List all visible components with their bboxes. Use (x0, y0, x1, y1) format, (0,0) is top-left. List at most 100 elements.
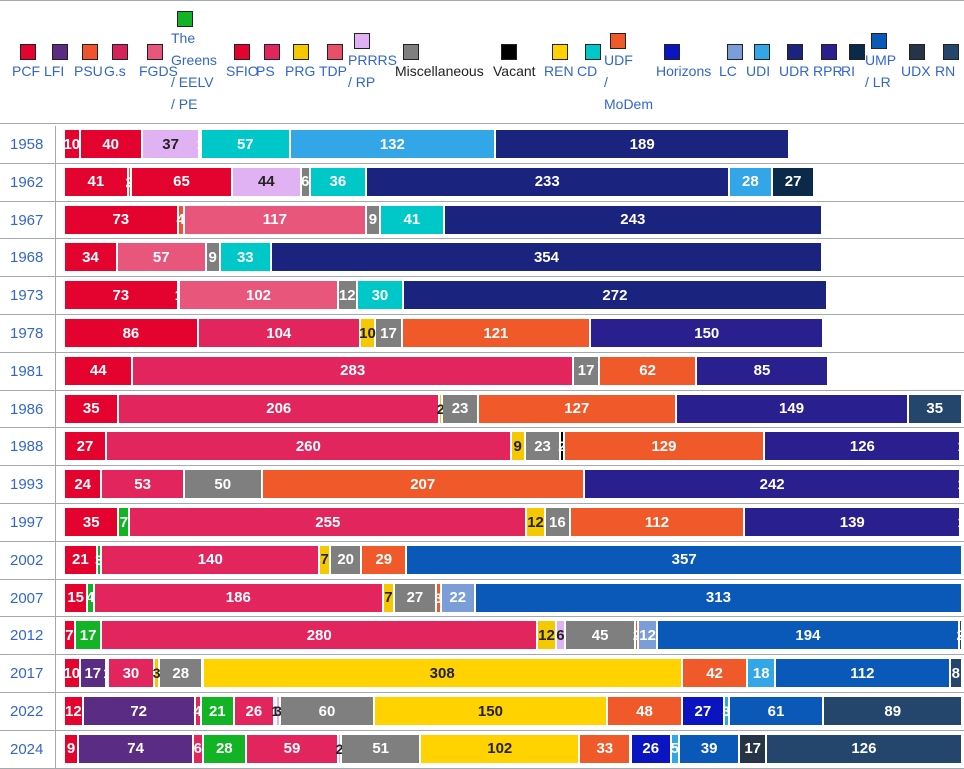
bar-segment-pcf[interactable]: 44 (65, 356, 134, 385)
legend-item-lc[interactable]: LC (719, 44, 743, 82)
bar-segment-fgds[interactable]: 102 (180, 281, 339, 310)
bar-segment-udi[interactable]: 3 (722, 697, 730, 725)
bar-segment-udr[interactable]: 189 (496, 130, 791, 158)
bar-segment-ps[interactable]: 280 (102, 621, 539, 650)
bar-segment-lc[interactable]: 12 (639, 621, 658, 650)
bar-segment-misc[interactable]: 17 (376, 319, 403, 347)
bar-segment-udf[interactable]: 127 (478, 394, 677, 423)
bar-segment-udf[interactable]: 207 (262, 470, 585, 499)
bar-segment-rn[interactable]: 1 (958, 432, 964, 461)
bar-segment-psu[interactable]: 2 (125, 167, 133, 196)
year-label[interactable]: 1997 (0, 504, 56, 542)
legend-item-udr[interactable]: UDR (779, 44, 809, 82)
bar-segment-ump[interactable]: 39 (679, 734, 741, 763)
bar-segment-eelv[interactable]: 7 (119, 508, 131, 536)
legend-item-tdp[interactable]: TDP (319, 44, 347, 82)
legend-item-pcf[interactable]: PCF (12, 44, 40, 82)
bar-segment-pcf[interactable]: 7 (65, 621, 76, 650)
bar-segment-hor[interactable]: 26 (631, 734, 672, 763)
bar-segment-pcf[interactable]: 24 (65, 470, 103, 499)
year-label[interactable]: 1962 (0, 163, 56, 202)
year-label[interactable]: 1967 (0, 201, 56, 240)
legend-item-udf[interactable]: UDF / MoDem (604, 33, 653, 115)
bar-segment-cd[interactable]: 41 (380, 205, 445, 234)
legend-item-udx[interactable]: UDX (901, 44, 931, 82)
bar-segment-misc[interactable]: 6 (301, 167, 311, 196)
legend-item-ri[interactable]: RI (841, 44, 865, 82)
bar-segment-prrrs[interactable]: 44 (233, 167, 302, 196)
bar-segment-eelv[interactable]: 1 (103, 659, 111, 688)
bar-segment-ump[interactable]: 313 (475, 583, 963, 612)
bar-segment-ump[interactable]: 61 (729, 697, 825, 725)
bar-segment-rn[interactable]: 35 (908, 394, 963, 423)
bar-segment-misc[interactable]: 27 (394, 583, 437, 612)
bar-segment-udf[interactable]: 129 (564, 432, 766, 461)
bar-segment-pcf[interactable]: 35 (65, 508, 120, 536)
year-label[interactable]: 2017 (0, 655, 56, 693)
bar-segment-udr[interactable]: 272 (404, 281, 828, 310)
bar-segment-udf[interactable]: 2 (633, 621, 641, 650)
bar-segment-cd[interactable]: 33 (220, 243, 272, 272)
year-label[interactable]: 2024 (0, 730, 56, 769)
bar-segment-udi[interactable]: 5 (671, 734, 680, 763)
bar-segment-rpr[interactable]: 149 (676, 394, 909, 423)
bar-segment-lfi[interactable]: 72 (83, 697, 196, 725)
bar-segment-pcf[interactable]: 34 (65, 243, 118, 272)
year-label[interactable]: 2007 (0, 579, 56, 618)
bar-segment-prg[interactable]: 1 (271, 697, 279, 725)
year-label[interactable]: 1973 (0, 277, 56, 315)
year-label[interactable]: 1988 (0, 428, 56, 467)
bar-segment-cd[interactable]: 57 (201, 130, 291, 158)
legend-item-fgds[interactable]: FGDS (139, 44, 178, 82)
bar-segment-ren[interactable]: 308 (203, 659, 683, 688)
bar-segment-sfio[interactable]: 65 (131, 167, 234, 196)
bar-segment-ump[interactable]: 357 (407, 545, 963, 574)
bar-segment-ps[interactable]: 206 (119, 394, 441, 423)
year-label[interactable]: 1986 (0, 390, 56, 429)
bar-segment-pcf[interactable]: 10 (63, 130, 81, 158)
legend-item-prg[interactable]: PRG (285, 44, 315, 82)
legend-item-psu[interactable]: PSU (74, 44, 103, 82)
bar-segment-eelv[interactable]: 4 (86, 583, 95, 612)
bar-segment-rn[interactable]: 8 (950, 659, 963, 688)
bar-segment-psu[interactable]: 1 (175, 281, 183, 310)
legend-item-lfi[interactable]: LFI (44, 44, 68, 82)
bar-segment-prg[interactable]: 2 (437, 394, 445, 423)
bar-segment-pcf[interactable]: 73 (65, 205, 179, 234)
bar-segment-ps[interactable]: 59 (247, 734, 339, 763)
bar-segment-prrrs[interactable]: 2 (336, 734, 343, 763)
legend-item-prrrs[interactable]: PRRRS / RP (348, 33, 397, 93)
bar-segment-psu[interactable]: 4 (177, 205, 185, 234)
bar-segment-prg[interactable]: 12 (527, 508, 546, 536)
legend-item-misc[interactable]: Miscellaneous (395, 44, 484, 82)
bar-segment-prg[interactable]: 9 (511, 432, 526, 461)
bar-segment-udf[interactable]: 29 (362, 545, 408, 574)
bar-segment-udr[interactable]: 354 (271, 243, 823, 272)
bar-segment-pcf[interactable]: 86 (65, 319, 199, 347)
bar-segment-udi[interactable]: 18 (748, 659, 777, 688)
year-label[interactable]: 2002 (0, 541, 56, 580)
bar-segment-vac[interactable]: 2 (558, 432, 566, 461)
year-label[interactable]: 1968 (0, 239, 56, 278)
bar-segment-ri[interactable]: 27 (773, 167, 816, 196)
bar-segment-ps[interactable]: 255 (130, 508, 528, 536)
bar-segment-rpr[interactable]: 150 (591, 319, 825, 347)
legend-item-eelv[interactable]: The Greens / EELV / PE (171, 11, 217, 115)
legend-item-ps[interactable]: PS (256, 44, 280, 82)
bar-segment-ps[interactable]: 140 (102, 545, 321, 574)
bar-segment-sfio[interactable]: 40 (80, 130, 143, 158)
bar-segment-misc[interactable]: 60 (281, 697, 375, 725)
bar-segment-misc[interactable]: 9 (366, 205, 381, 234)
bar-segment-misc[interactable]: 23 (525, 432, 562, 461)
bar-segment-ps[interactable]: 260 (107, 432, 512, 461)
legend-item-hor[interactable]: Horizons (656, 44, 711, 82)
bar-segment-pcf[interactable]: 21 (65, 545, 98, 574)
bar-segment-udf[interactable]: 48 (608, 697, 683, 725)
bar-segment-prg[interactable]: 3 (153, 659, 161, 688)
year-label[interactable]: 1958 (0, 126, 56, 164)
bar-segment-rn[interactable]: 89 (824, 697, 963, 725)
bar-segment-misc[interactable]: 9 (206, 243, 221, 272)
bar-segment-udi[interactable]: 132 (290, 130, 497, 158)
bar-segment-cd[interactable]: 30 (357, 281, 405, 310)
year-label[interactable]: 2012 (0, 617, 56, 656)
